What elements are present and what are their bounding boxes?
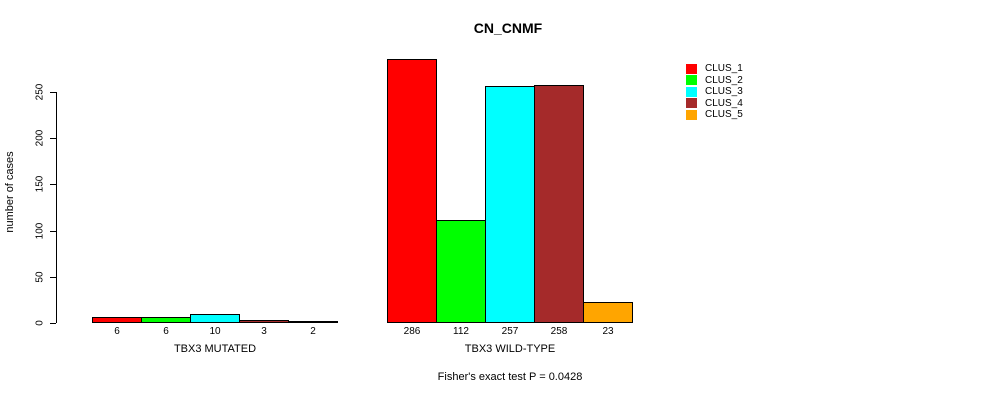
bar bbox=[190, 314, 240, 323]
bar-value-label: 3 bbox=[261, 326, 267, 337]
legend-label: CLUS_4 bbox=[705, 97, 743, 109]
bar-value-label: 286 bbox=[403, 326, 421, 337]
y-tick-label: 150 bbox=[34, 175, 46, 193]
bar bbox=[92, 317, 142, 323]
y-axis-tick bbox=[50, 323, 56, 324]
legend-swatch bbox=[686, 75, 697, 86]
legend-item: CLUS_1 bbox=[686, 63, 743, 75]
bar-value-label: 2 bbox=[310, 326, 316, 337]
legend: CLUS_1 CLUS_2 CLUS_3 CLUS_4 CLUS_5 bbox=[686, 63, 743, 121]
bar-value-label: 10 bbox=[209, 326, 221, 337]
group-label: TBX3 WILD-TYPE bbox=[464, 343, 556, 355]
bar bbox=[436, 220, 486, 323]
y-axis-tick bbox=[50, 138, 56, 139]
bar bbox=[583, 302, 633, 323]
y-axis-tick bbox=[50, 92, 56, 93]
y-axis-label: number of cases bbox=[4, 151, 16, 233]
bar bbox=[534, 85, 584, 323]
legend-label: CLUS_2 bbox=[705, 74, 743, 86]
footer-annotation: Fisher's exact test P = 0.0428 bbox=[437, 371, 583, 383]
legend-swatch bbox=[686, 98, 697, 109]
legend-item: CLUS_3 bbox=[686, 86, 743, 98]
y-tick-label: 200 bbox=[34, 129, 46, 147]
bar bbox=[239, 320, 289, 323]
group-label: TBX3 MUTATED bbox=[173, 343, 257, 355]
bar bbox=[485, 86, 535, 323]
legend-swatch bbox=[686, 86, 697, 97]
y-tick-label: 100 bbox=[34, 222, 46, 240]
y-tick-label: 250 bbox=[34, 83, 46, 101]
y-axis-tick bbox=[50, 231, 56, 232]
legend-item: CLUS_5 bbox=[686, 109, 743, 121]
bar-value-label: 6 bbox=[114, 326, 120, 337]
legend-label: CLUS_3 bbox=[705, 86, 743, 98]
legend-swatch bbox=[686, 63, 697, 74]
bar-value-label: 112 bbox=[453, 326, 469, 337]
legend-label: CLUS_1 bbox=[705, 63, 743, 75]
bar bbox=[387, 59, 437, 323]
legend-item: CLUS_2 bbox=[686, 75, 743, 87]
y-axis-line bbox=[56, 92, 57, 323]
legend-swatch bbox=[686, 109, 697, 120]
y-tick-label: 0 bbox=[34, 320, 46, 326]
y-axis-tick bbox=[50, 184, 56, 185]
bar-value-label: 257 bbox=[501, 326, 519, 337]
legend-label: CLUS_5 bbox=[705, 109, 743, 121]
y-tick-label: 50 bbox=[34, 271, 46, 283]
chart-title: CN_CNMF bbox=[473, 20, 543, 36]
bar bbox=[288, 321, 338, 323]
bar-value-label: 258 bbox=[550, 326, 568, 337]
bar-value-label: 6 bbox=[163, 326, 169, 337]
y-axis-tick bbox=[50, 277, 56, 278]
bar-value-label: 23 bbox=[602, 326, 614, 337]
legend-item: CLUS_4 bbox=[686, 98, 743, 110]
bar bbox=[141, 317, 191, 323]
